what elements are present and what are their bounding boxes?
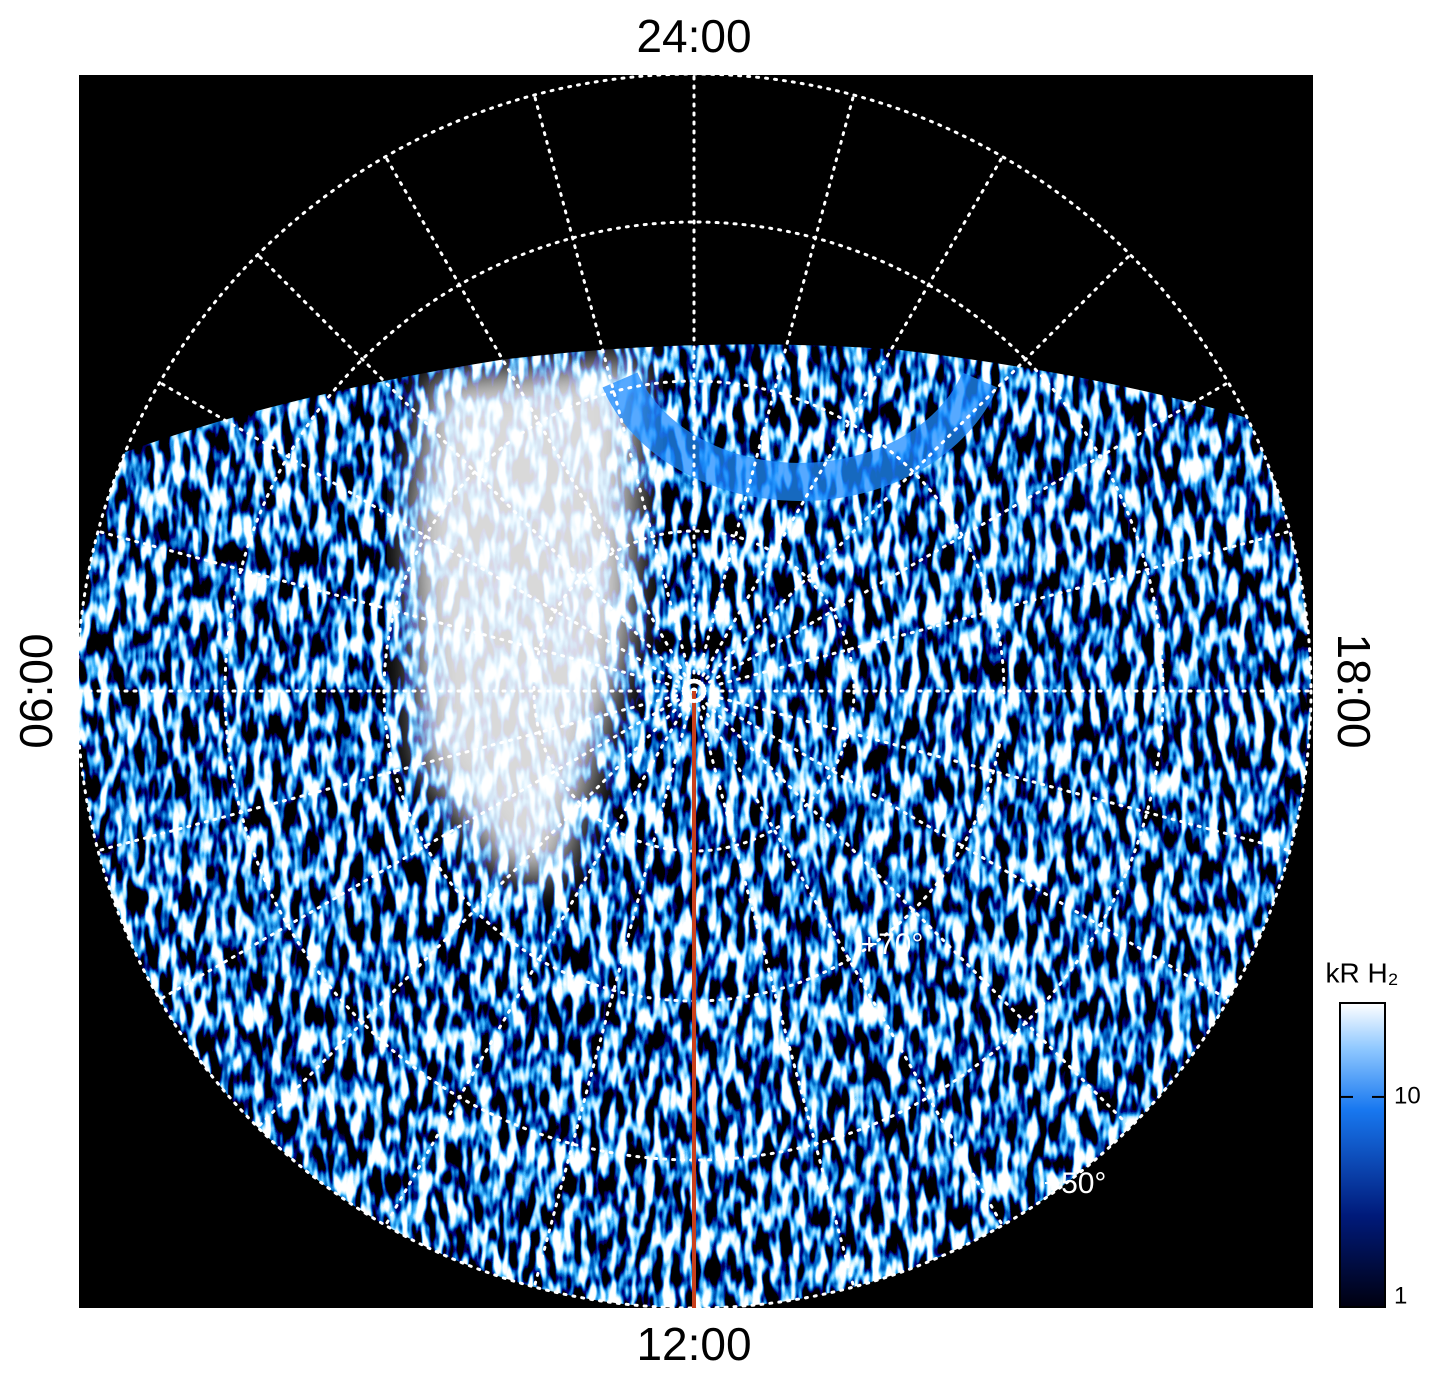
bright-patch xyxy=(410,360,640,880)
meridian xyxy=(692,253,1132,693)
local-time-label: 18:00 xyxy=(1328,633,1380,748)
auroral-arc xyxy=(602,372,998,501)
meridian xyxy=(692,689,856,1289)
latitude-label: +50° xyxy=(1044,1167,1107,1200)
meridian xyxy=(532,93,696,693)
meridian xyxy=(256,253,696,693)
latitude-label: +70° xyxy=(861,928,924,961)
local-time-label: 12:00 xyxy=(636,1318,751,1370)
meridian xyxy=(692,689,1132,1129)
meridian xyxy=(384,689,696,1227)
meridian xyxy=(692,529,1292,693)
local-time-label: 06:00 xyxy=(10,633,62,748)
meridian xyxy=(692,689,1004,1227)
lat-ring xyxy=(75,72,1313,1310)
local-time-label: 24:00 xyxy=(636,10,751,62)
meridian xyxy=(692,689,1292,853)
colorbar xyxy=(1339,1002,1386,1308)
meridian xyxy=(96,689,696,853)
meridian xyxy=(692,93,856,693)
meridian xyxy=(692,689,1230,1001)
pole-marker xyxy=(682,679,706,703)
meridian xyxy=(692,381,1230,693)
meridian xyxy=(384,155,696,693)
meridian xyxy=(158,689,696,1001)
meridian xyxy=(158,381,696,693)
meridian xyxy=(692,155,1004,693)
colorbar-title: kR H₂ xyxy=(1325,957,1398,988)
meridian xyxy=(256,689,696,1129)
meridian xyxy=(96,529,696,693)
colorbar-tick-label: 10 xyxy=(1394,1082,1421,1109)
meridian xyxy=(532,689,696,1289)
colorbar-tick-label: 1 xyxy=(1394,1282,1407,1309)
colorbar-ticks: 1 10 xyxy=(1340,1082,1421,1309)
